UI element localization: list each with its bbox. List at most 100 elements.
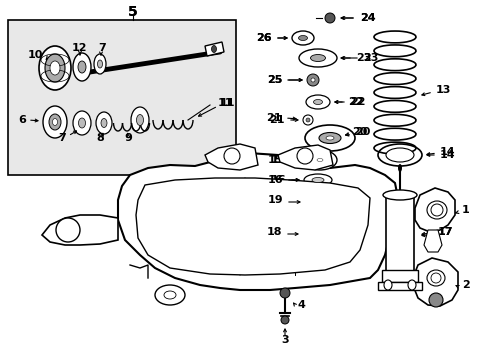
Circle shape	[281, 316, 288, 324]
Text: 21: 21	[266, 113, 282, 123]
Ellipse shape	[304, 174, 331, 186]
Polygon shape	[413, 258, 457, 306]
Ellipse shape	[313, 99, 322, 104]
Ellipse shape	[96, 112, 112, 134]
Bar	[8, 20, 236, 175]
Text: 16: 16	[270, 175, 285, 185]
Ellipse shape	[39, 46, 71, 90]
Text: 7: 7	[58, 133, 66, 143]
Text: 6: 6	[18, 115, 26, 125]
Ellipse shape	[407, 280, 415, 290]
Ellipse shape	[311, 177, 324, 183]
Polygon shape	[118, 153, 397, 290]
Text: 26: 26	[256, 33, 271, 43]
Text: 20: 20	[351, 127, 366, 137]
Text: 25: 25	[267, 75, 283, 85]
Ellipse shape	[382, 190, 416, 200]
Text: 3: 3	[281, 335, 288, 345]
Text: 15: 15	[270, 155, 285, 165]
Ellipse shape	[73, 53, 91, 81]
Ellipse shape	[318, 132, 340, 144]
Ellipse shape	[377, 144, 421, 166]
Bar	[377, 282, 421, 290]
Text: 1: 1	[461, 205, 469, 215]
Circle shape	[305, 118, 309, 122]
Ellipse shape	[325, 136, 333, 140]
Ellipse shape	[73, 111, 91, 135]
Circle shape	[430, 204, 442, 216]
Ellipse shape	[94, 54, 106, 74]
Ellipse shape	[298, 49, 336, 67]
Text: 22: 22	[347, 97, 363, 107]
Ellipse shape	[303, 235, 326, 243]
Text: 11: 11	[218, 98, 233, 108]
Text: 8: 8	[96, 133, 103, 143]
Ellipse shape	[303, 226, 326, 234]
Polygon shape	[204, 144, 258, 170]
Circle shape	[296, 148, 312, 164]
Bar	[385, 195, 413, 275]
Text: 24: 24	[359, 13, 375, 23]
Polygon shape	[42, 215, 118, 245]
Ellipse shape	[303, 150, 336, 170]
Ellipse shape	[303, 244, 326, 252]
Circle shape	[280, 288, 289, 298]
Text: 20: 20	[354, 127, 369, 137]
Text: 10: 10	[28, 50, 43, 60]
Text: 4: 4	[297, 300, 305, 310]
Ellipse shape	[291, 31, 313, 45]
Ellipse shape	[305, 125, 354, 151]
Text: 22: 22	[349, 97, 365, 107]
Ellipse shape	[101, 118, 107, 127]
Text: 19: 19	[267, 195, 283, 205]
Text: 17: 17	[437, 227, 452, 237]
Text: 26: 26	[256, 33, 271, 43]
Ellipse shape	[312, 156, 326, 164]
Ellipse shape	[397, 164, 401, 172]
Circle shape	[56, 218, 80, 242]
Text: 21: 21	[269, 115, 285, 125]
Circle shape	[303, 115, 312, 125]
Text: 18: 18	[268, 227, 284, 237]
Ellipse shape	[97, 60, 102, 68]
Ellipse shape	[211, 45, 216, 53]
Ellipse shape	[79, 118, 85, 128]
Ellipse shape	[50, 61, 60, 75]
Text: 23: 23	[355, 53, 370, 63]
Text: 12: 12	[72, 43, 87, 53]
Ellipse shape	[136, 114, 143, 126]
Polygon shape	[423, 230, 441, 252]
Text: 9: 9	[124, 133, 132, 143]
Ellipse shape	[383, 280, 391, 290]
Text: 11: 11	[220, 98, 235, 108]
Text: 18: 18	[266, 227, 282, 237]
Text: 25: 25	[266, 75, 282, 85]
Text: 23: 23	[362, 53, 378, 63]
Circle shape	[224, 148, 240, 164]
Ellipse shape	[45, 54, 65, 82]
Text: 14: 14	[439, 147, 455, 157]
Ellipse shape	[306, 197, 325, 203]
Circle shape	[430, 273, 440, 283]
Ellipse shape	[155, 285, 184, 305]
Ellipse shape	[310, 54, 325, 62]
Ellipse shape	[131, 107, 149, 133]
Ellipse shape	[306, 220, 325, 228]
Text: 2: 2	[461, 280, 469, 290]
Circle shape	[428, 293, 442, 307]
Ellipse shape	[303, 262, 326, 270]
Polygon shape	[278, 145, 332, 170]
Polygon shape	[204, 42, 224, 56]
Text: 15: 15	[267, 155, 283, 165]
Text: 13: 13	[435, 85, 450, 95]
Bar	[381, 270, 417, 282]
Text: 24: 24	[359, 13, 375, 23]
Text: 5: 5	[128, 5, 138, 19]
Ellipse shape	[78, 61, 86, 73]
Text: 17: 17	[437, 227, 452, 237]
Ellipse shape	[298, 36, 307, 41]
Text: 14: 14	[439, 150, 455, 160]
Ellipse shape	[303, 253, 326, 261]
Circle shape	[310, 78, 314, 82]
Ellipse shape	[52, 118, 58, 126]
